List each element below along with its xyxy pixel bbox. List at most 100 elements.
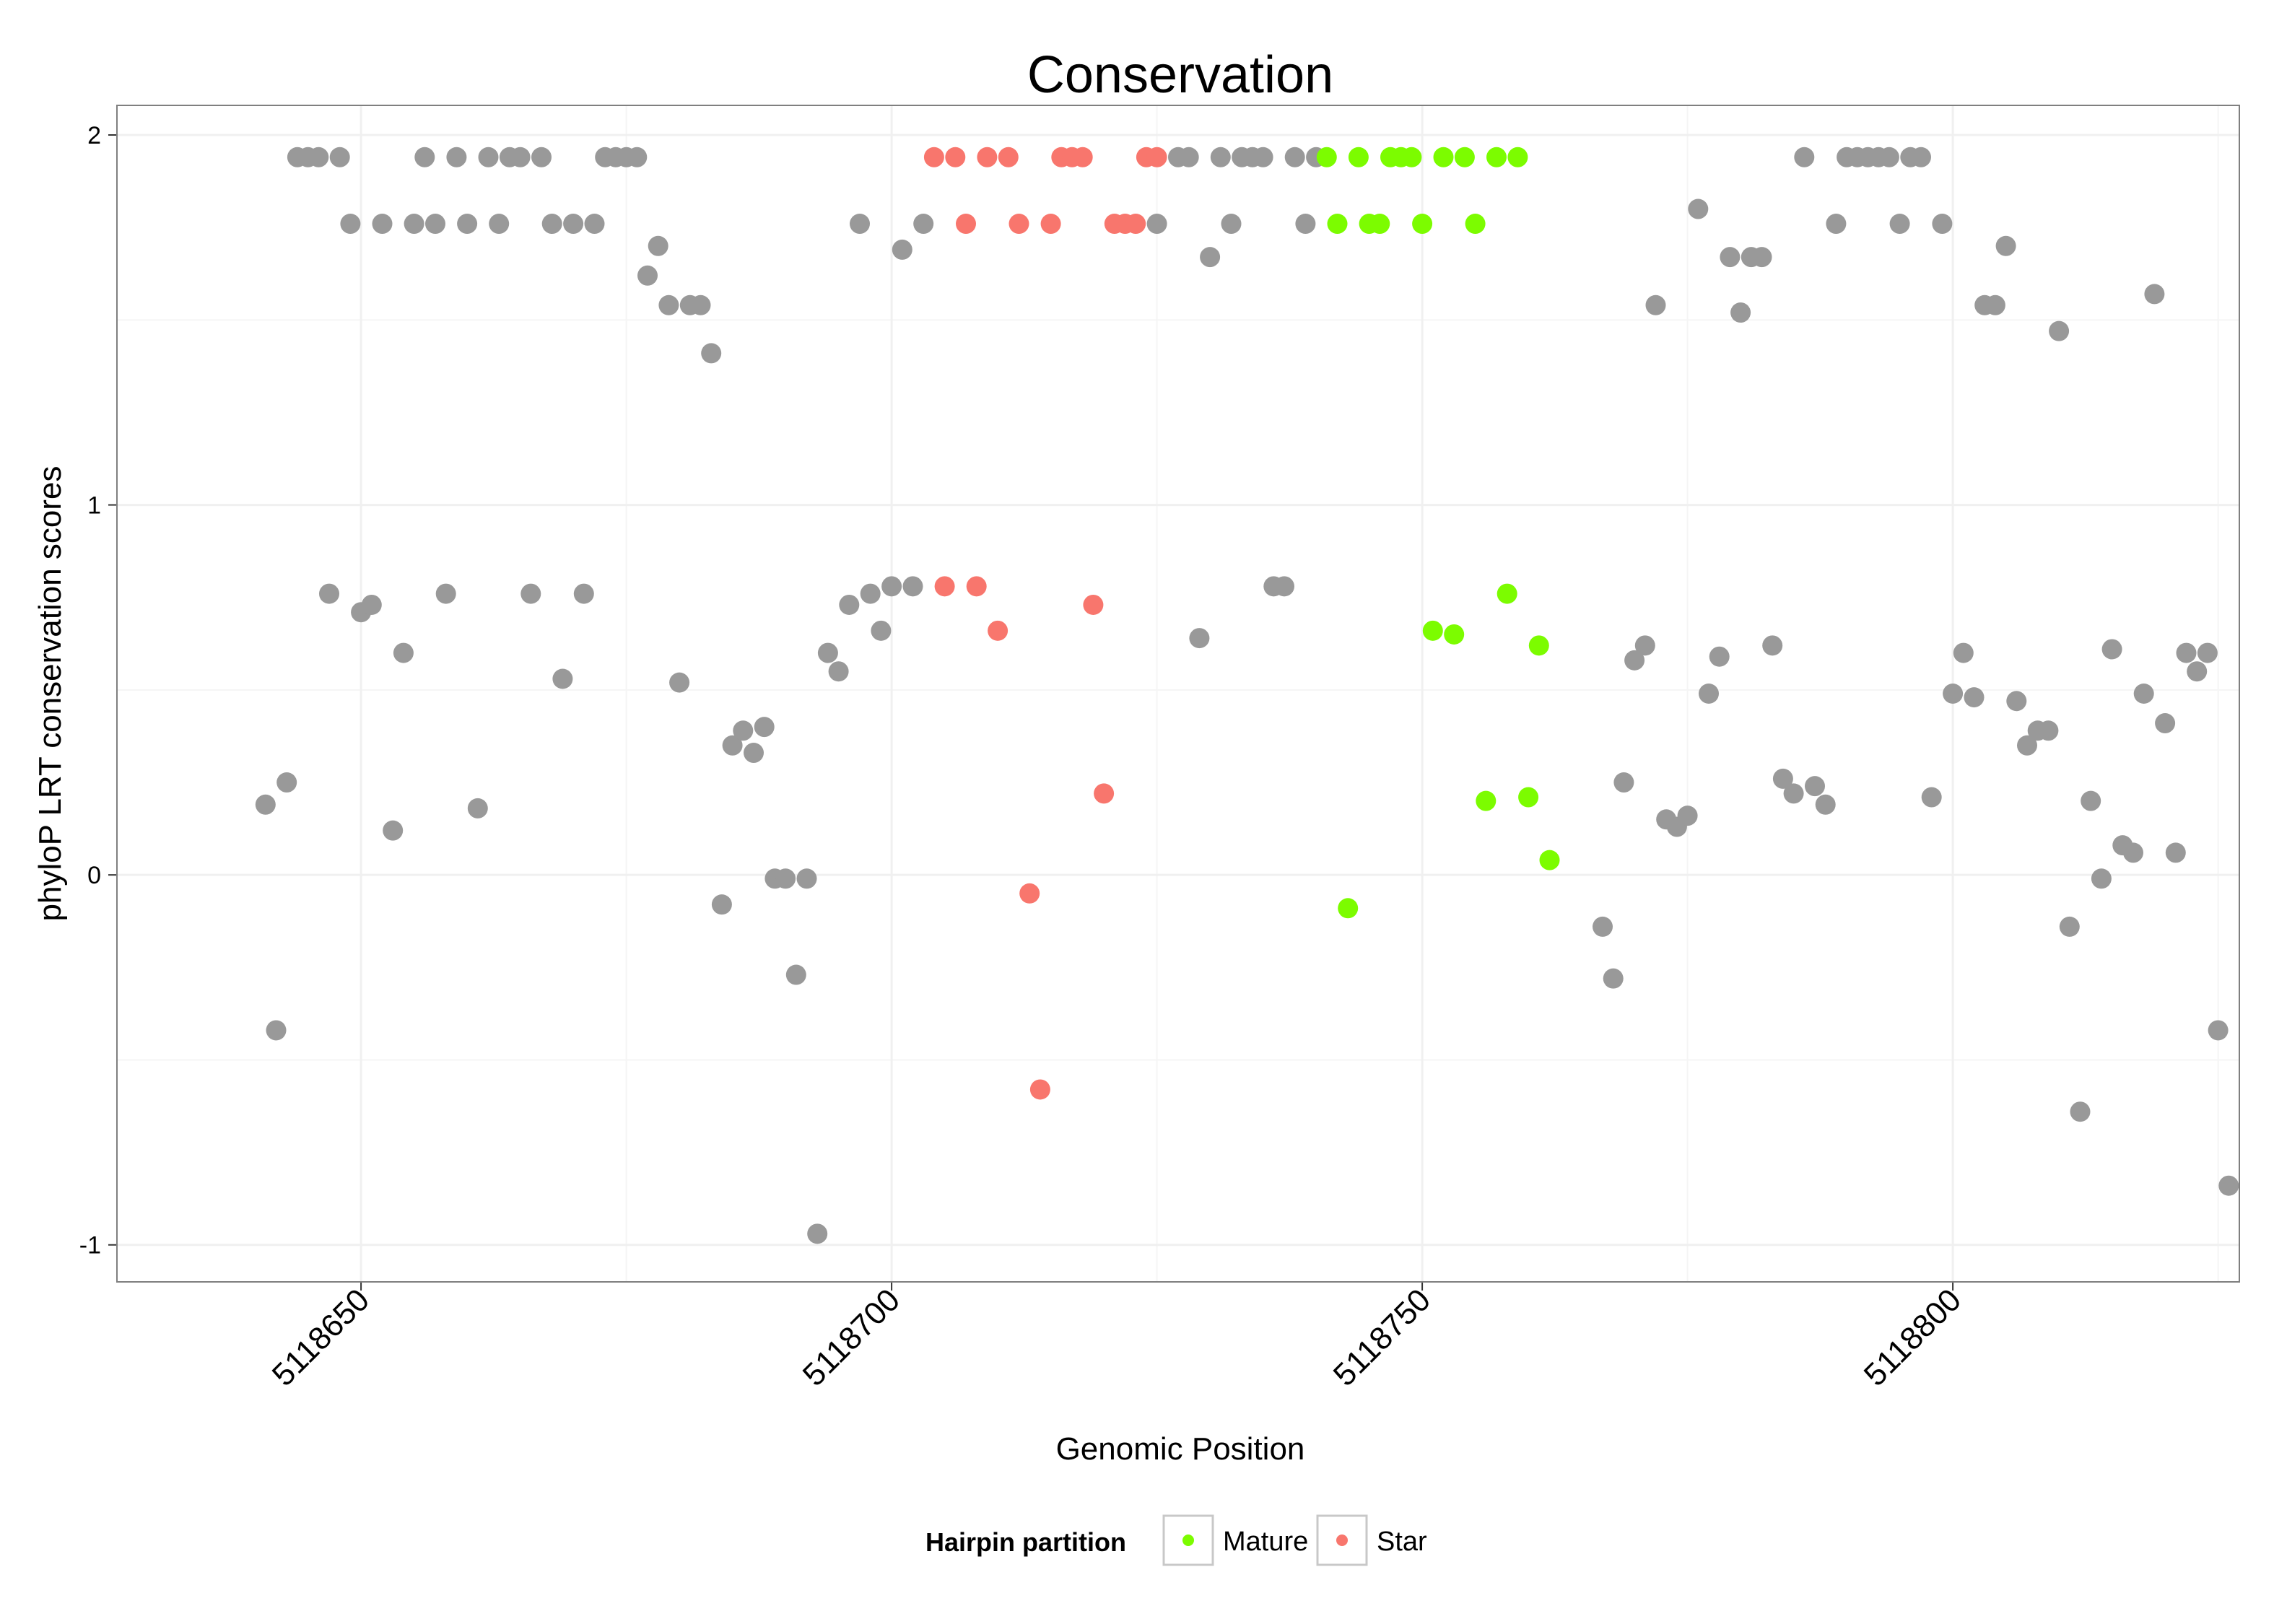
data-point-other xyxy=(1613,772,1634,793)
data-point-other xyxy=(563,214,584,235)
data-point-other xyxy=(2038,720,2059,741)
data-point-other xyxy=(2101,639,2122,660)
data-point-other xyxy=(2187,661,2208,682)
data-point-mature xyxy=(1454,147,1475,167)
data-point-mature xyxy=(1338,898,1359,919)
data-point-other xyxy=(361,594,382,615)
data-point-other xyxy=(329,147,350,167)
data-point-other xyxy=(1645,294,1666,315)
data-point-other xyxy=(2006,691,2027,712)
data-point-other xyxy=(2070,1101,2091,1122)
data-point-star xyxy=(977,147,998,167)
data-point-other xyxy=(489,214,510,235)
legend-label-star: Star xyxy=(1377,1527,1427,1557)
data-point-other xyxy=(1253,147,1273,167)
data-point-other xyxy=(584,214,605,235)
data-point-other xyxy=(2165,842,2186,863)
data-point-other xyxy=(383,820,404,841)
y-axis-title: phyloP LRT conservation scores xyxy=(32,466,68,921)
data-point-other xyxy=(785,964,806,985)
data-point-other xyxy=(552,668,573,689)
data-point-other xyxy=(1953,642,1974,663)
legend-title: Hairpin partition xyxy=(925,1527,1126,1557)
data-point-star xyxy=(934,576,955,597)
data-point-other xyxy=(1709,646,1730,667)
data-point-other xyxy=(1826,214,1847,235)
data-point-other xyxy=(2176,642,2197,663)
data-point-star xyxy=(945,147,966,167)
data-point-other xyxy=(817,642,838,663)
legend-swatch-star xyxy=(1336,1534,1348,1546)
data-point-other xyxy=(255,794,276,815)
data-point-mature xyxy=(1486,147,1507,167)
data-point-mature xyxy=(1528,635,1549,656)
data-point-mature xyxy=(1539,850,1560,870)
data-point-other xyxy=(637,265,658,286)
data-point-other xyxy=(1688,198,1709,219)
data-point-other xyxy=(796,868,817,889)
data-point-other xyxy=(1699,684,1719,704)
data-point-other xyxy=(669,672,690,693)
data-point-mature xyxy=(1444,624,1465,645)
legend-label-mature: Mature xyxy=(1223,1527,1308,1557)
data-point-other xyxy=(478,147,499,167)
data-point-other xyxy=(319,583,339,604)
data-point-mature xyxy=(1369,214,1390,235)
data-point-other xyxy=(340,214,361,235)
data-point-other xyxy=(1964,687,1985,708)
data-point-star xyxy=(1094,783,1115,804)
data-point-other xyxy=(1805,776,1825,797)
data-point-other xyxy=(467,798,488,818)
data-point-other xyxy=(2123,842,2143,863)
data-point-star xyxy=(923,147,944,167)
legend: Hairpin partition Mature Star xyxy=(925,1514,1427,1566)
data-point-other xyxy=(850,214,870,235)
data-point-other xyxy=(648,235,668,256)
chart-title: Conservation xyxy=(1027,46,1333,104)
data-point-other xyxy=(266,1020,287,1041)
x-tick-label: 5118750 xyxy=(1327,1282,1437,1392)
data-point-other xyxy=(1593,916,1613,937)
plot-panel xyxy=(116,105,2240,1283)
data-point-other xyxy=(828,661,849,682)
data-point-star xyxy=(1072,147,1093,167)
data-point-other xyxy=(658,294,679,315)
data-point-other xyxy=(690,294,711,315)
data-point-other xyxy=(2133,684,2154,704)
data-point-other xyxy=(1932,214,1953,235)
data-point-other xyxy=(881,576,902,597)
data-point-star xyxy=(1083,594,1104,615)
data-point-other xyxy=(457,214,478,235)
data-point-other xyxy=(435,583,456,604)
data-point-other xyxy=(2081,790,2101,811)
data-point-other xyxy=(1783,783,1804,804)
data-point-other xyxy=(1200,247,1221,268)
data-point-other xyxy=(541,214,562,235)
data-point-other xyxy=(1624,650,1645,671)
data-point-star xyxy=(1125,214,1146,235)
data-point-other xyxy=(1762,635,1783,656)
data-point-other xyxy=(414,147,435,167)
data-point-other xyxy=(1221,214,1242,235)
data-point-other xyxy=(1985,294,2005,315)
data-point-other xyxy=(573,583,594,604)
data-point-star xyxy=(966,576,987,597)
data-point-other xyxy=(1189,628,1210,649)
data-point-other xyxy=(722,735,743,756)
data-point-other xyxy=(892,239,912,260)
data-point-other xyxy=(913,214,934,235)
data-point-other xyxy=(520,583,541,604)
y-tick-label: -1 xyxy=(79,1232,101,1260)
plot-border xyxy=(116,105,2240,1283)
data-point-mature xyxy=(1465,214,1486,235)
data-point-other xyxy=(839,594,860,615)
data-point-mature xyxy=(1348,147,1369,167)
y-tick-label: 0 xyxy=(87,862,101,889)
data-point-mature xyxy=(1476,790,1497,811)
data-point-other xyxy=(2017,735,2037,756)
data-point-other xyxy=(1720,247,1741,268)
data-point-other xyxy=(1772,768,1793,789)
data-point-other xyxy=(2197,642,2218,663)
data-point-other xyxy=(2059,916,2080,937)
data-point-other xyxy=(2155,713,2176,734)
